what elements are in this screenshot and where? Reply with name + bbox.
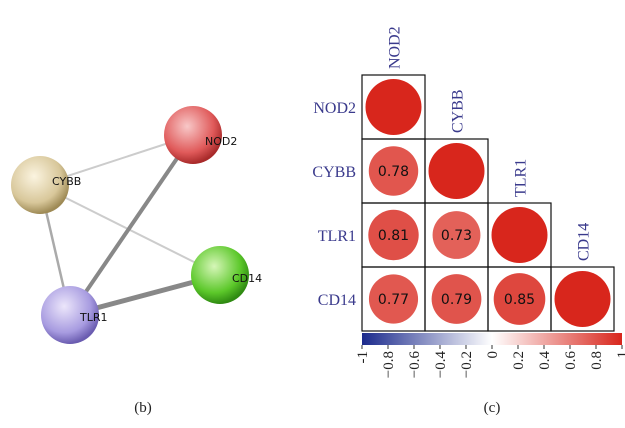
- column-label: NOD2: [387, 26, 404, 69]
- colorbar-tick-label: 1: [615, 351, 625, 359]
- colorbar-tick-label: 0: [485, 351, 501, 359]
- corr-circle: [366, 79, 422, 135]
- corr-circle: [555, 271, 611, 327]
- value-label: 0.85: [504, 292, 535, 308]
- colorbar: [362, 333, 622, 345]
- figure: CYBB NOD2 CD14 TLR1 (b) (c) NOD2NOD2CYBB…: [0, 0, 625, 428]
- colorbar-tick-label: -1: [355, 351, 371, 364]
- colorbar-tick-label: −0.2: [459, 351, 475, 378]
- corr-circle: [492, 207, 548, 263]
- node-label: CD14: [232, 272, 262, 285]
- row-label: NOD2: [313, 100, 356, 117]
- caption: (b): [134, 400, 152, 416]
- value-label: 0.77: [378, 292, 409, 308]
- column-label: CD14: [576, 223, 593, 261]
- node-label: TLR1: [79, 311, 108, 324]
- row-label: TLR1: [318, 228, 356, 245]
- caption: (c): [484, 400, 501, 416]
- colorbar-tick-label: 0.6: [563, 351, 579, 370]
- row-label: CYBB: [312, 164, 356, 181]
- column-label: CYBB: [450, 89, 467, 133]
- colorbar-tick-label: −0.8: [381, 351, 397, 378]
- colorbar-tick-label: −0.4: [433, 351, 449, 379]
- corr-circle: [429, 143, 485, 199]
- colorbar-tick-label: 0.4: [537, 351, 553, 370]
- value-label: 0.73: [441, 228, 472, 244]
- colorbar-tick-label: 0.8: [589, 351, 605, 370]
- colorbar-tick-label: 0.2: [511, 351, 527, 370]
- colorbar-tick-label: −0.6: [407, 351, 423, 379]
- column-label: TLR1: [513, 159, 530, 197]
- value-label: 0.81: [378, 228, 409, 244]
- value-label: 0.79: [441, 292, 472, 308]
- network: CYBB NOD2 CD14 TLR1 (b): [11, 106, 262, 416]
- value-label: 0.78: [378, 164, 409, 180]
- node-label: NOD2: [205, 135, 237, 148]
- node-label: CYBB: [52, 175, 81, 188]
- row-label: CD14: [318, 292, 356, 309]
